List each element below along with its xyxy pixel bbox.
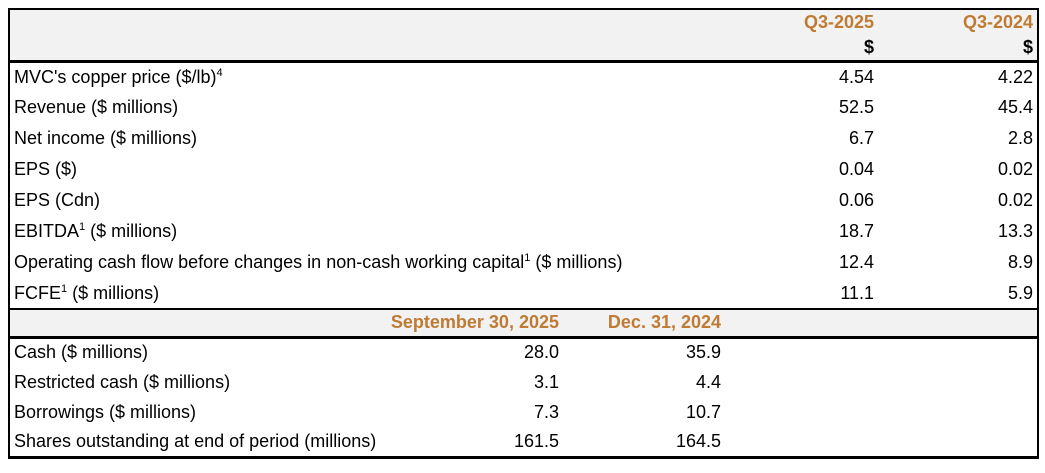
metric-label: FCFE1 ($ millions) bbox=[14, 282, 160, 303]
value-q3-2025: 6.7 bbox=[848, 128, 875, 148]
quarter-header-row: Q3-2025 Q3-2024 bbox=[9, 9, 1039, 35]
unit-header-col1: $ bbox=[725, 35, 879, 63]
metric-label: Restricted cash ($ millions) bbox=[14, 371, 231, 392]
value-dec-31-2024: 10.7 bbox=[685, 401, 722, 422]
value-dec-31-2024: 35.9 bbox=[685, 342, 722, 363]
metric-label: EBITDA1 ($ millions) bbox=[14, 221, 178, 241]
footnote-marker: 1 bbox=[524, 252, 531, 264]
footnote-marker: 1 bbox=[61, 282, 68, 295]
table-row: Operating cash flow before changes in no… bbox=[9, 247, 1038, 278]
metric-label: MVC's copper price ($/lb)4 bbox=[14, 66, 223, 87]
table-row: EPS (Cdn) 0.06 0.02 bbox=[9, 185, 1038, 216]
table-row: Shares outstanding at end of period (mil… bbox=[9, 427, 1038, 457]
value-sep-30-2025: 28.0 bbox=[523, 342, 559, 363]
table-row: Cash ($ millions) 28.0 35.9 bbox=[9, 337, 1038, 367]
value-q3-2024: 45.4 bbox=[997, 97, 1034, 117]
metric-label: Cash ($ millions) bbox=[14, 342, 149, 363]
value-q3-2024: 13.3 bbox=[997, 221, 1034, 241]
value-q3-2024: 8.9 bbox=[1007, 252, 1034, 272]
value-q3-2025: 12.4 bbox=[838, 252, 875, 272]
metric-label: EPS ($) bbox=[14, 159, 78, 179]
empty-cell bbox=[878, 397, 1038, 427]
table-row: Borrowings ($ millions) 7.3 10.7 bbox=[9, 397, 1038, 427]
value-q3-2025: 11.1 bbox=[840, 282, 875, 303]
value-q3-2024: 0.02 bbox=[997, 190, 1034, 210]
column-header-sep-30-2025: September 30, 2025 bbox=[371, 308, 563, 339]
empty-cell bbox=[725, 337, 878, 367]
column-header-q3-2024: Q3-2024 bbox=[962, 12, 1034, 32]
metric-label: Shares outstanding at end of period (mil… bbox=[14, 430, 377, 451]
footnote-marker: 4 bbox=[216, 66, 223, 79]
table-row: Net income ($ millions) 6.7 2.8 bbox=[9, 123, 1038, 154]
value-dec-31-2024: 4.4 bbox=[695, 371, 722, 392]
unit-header-col2: $ bbox=[878, 35, 1039, 63]
empty-cell bbox=[725, 427, 878, 457]
value-sep-30-2025: 161.5 bbox=[513, 430, 559, 451]
balance-header-row: September 30, 2025 Dec. 31, 2024 bbox=[9, 308, 1039, 339]
metric-label: Net income ($ millions) bbox=[14, 128, 198, 148]
empty-cell bbox=[878, 337, 1038, 367]
header-spacer bbox=[9, 35, 726, 63]
value-q3-2024: 4.22 bbox=[997, 66, 1034, 87]
table-row: EBITDA1 ($ millions) 18.7 13.3 bbox=[9, 216, 1038, 247]
value-q3-2024: 2.8 bbox=[1007, 128, 1034, 148]
financial-summary-table: Q3-2025 Q3-2024 $ $ MVC's copper price (… bbox=[8, 8, 1040, 459]
table-row: EPS ($) 0.04 0.02 bbox=[9, 154, 1038, 185]
column-header-q3-2025: Q3-2025 bbox=[803, 12, 875, 32]
metric-label: Revenue ($ millions) bbox=[14, 97, 179, 117]
table-row: Restricted cash ($ millions) 3.1 4.4 bbox=[9, 367, 1038, 397]
financial-summary: Q3-2025 Q3-2024 $ $ MVC's copper price (… bbox=[8, 8, 1040, 459]
value-dec-31-2024: 164.5 bbox=[675, 430, 722, 451]
header-spacer bbox=[9, 308, 371, 339]
metric-label: EPS (Cdn) bbox=[14, 190, 101, 210]
footnote-marker: 1 bbox=[79, 221, 86, 233]
value-q3-2025: 0.06 bbox=[838, 190, 875, 210]
metric-label: Operating cash flow before changes in no… bbox=[14, 252, 623, 272]
empty-cell bbox=[725, 367, 878, 397]
quarter-section-body: MVC's copper price ($/lb)4 4.54 4.22 Rev… bbox=[9, 61, 1038, 309]
empty-cell bbox=[725, 397, 878, 427]
value-q3-2024: 0.02 bbox=[997, 159, 1034, 179]
table-row: Revenue ($ millions) 52.5 45.4 bbox=[9, 92, 1038, 123]
header-spacer bbox=[878, 308, 1039, 339]
metric-label: Borrowings ($ millions) bbox=[14, 401, 197, 422]
value-q3-2025: 18.7 bbox=[838, 221, 875, 241]
column-header-dec-31-2024: Dec. 31, 2024 bbox=[563, 308, 726, 339]
balance-section-body: September 30, 2025 Dec. 31, 2024 Cash ($… bbox=[9, 308, 1039, 457]
quarter-unit-row: $ $ bbox=[9, 35, 1039, 63]
value-q3-2024: 5.9 bbox=[1007, 282, 1034, 303]
table-row: FCFE1 ($ millions) 11.1 5.9 bbox=[9, 278, 1038, 309]
empty-cell bbox=[878, 427, 1038, 457]
value-q3-2025: 4.54 bbox=[838, 66, 875, 87]
value-q3-2025: 52.5 bbox=[838, 97, 875, 117]
value-q3-2025: 0.04 bbox=[838, 159, 875, 179]
header-spacer bbox=[725, 308, 879, 339]
table-row: MVC's copper price ($/lb)4 4.54 4.22 bbox=[9, 61, 1038, 92]
value-sep-30-2025: 3.1 bbox=[533, 371, 559, 392]
header-spacer bbox=[9, 9, 725, 35]
empty-cell bbox=[878, 367, 1038, 397]
value-sep-30-2025: 7.3 bbox=[533, 401, 559, 422]
